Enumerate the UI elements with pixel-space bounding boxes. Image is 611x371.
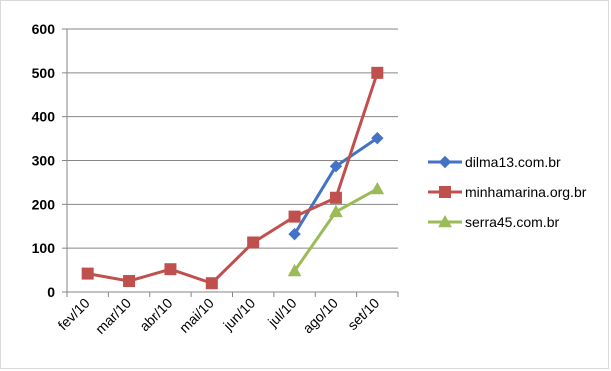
x-tick-label: jul/10 [264,295,300,331]
data-point [329,159,343,173]
series [81,66,385,290]
axes [62,28,399,297]
legend-entry: dilma13.com.br [428,154,561,170]
x-tick-label: jun/10 [219,295,258,334]
x-tick-label: abr/10 [136,295,176,335]
data-point [81,267,94,280]
legend-entry: minhamarina.org.br [428,184,587,200]
data-point [205,277,218,290]
x-tick-label: ago/10 [299,295,341,337]
series-minhamarina.org.br [81,66,384,290]
legend-label: dilma13.com.br [465,154,561,170]
y-tick-label: 400 [32,109,56,125]
data-point [247,236,260,249]
data-point [287,263,302,277]
x-tick-labels: fev/10 mar/10 abr/10 mai/10 jun/10 jul/10 ago/… [55,295,383,337]
x-tick-label: fev/10 [55,295,93,333]
legend-marker [438,214,452,228]
series-line [293,136,379,235]
legend-marker [439,186,451,198]
legend-label: minhamarina.org.br [465,184,587,200]
y-tick-label: 300 [32,153,56,169]
y-tick-label: 100 [32,240,56,256]
legend-label: serra45.com.br [465,214,559,230]
legend-marker [438,155,452,169]
series-serra45.com.br [287,181,385,277]
data-point [288,227,301,241]
data-point [288,210,301,223]
y-tick-label: 200 [32,196,56,212]
y-tick-label: 0 [47,284,55,300]
gridlines [67,28,398,249]
x-tick-label: mar/10 [92,295,134,337]
y-tick-label: 500 [32,65,56,81]
y-tick-labels: 0 100 200 300 400 500 600 [32,21,56,300]
x-tick-label: set/10 [344,295,382,333]
data-point [370,181,385,195]
legend-entry: serra45.com.br [428,214,559,230]
x-tick-label: mai/10 [176,295,217,336]
data-point [329,204,343,218]
legend: dilma13.com.br minhamarina.org.br serra45.… [428,154,587,230]
data-point [164,263,177,276]
y-tick-label: 600 [32,21,56,37]
data-point [371,131,384,145]
series-dilma13.com.br [288,131,384,241]
data-point [371,66,384,79]
data-point [123,275,136,288]
data-point [329,191,342,204]
series-line [87,72,379,285]
